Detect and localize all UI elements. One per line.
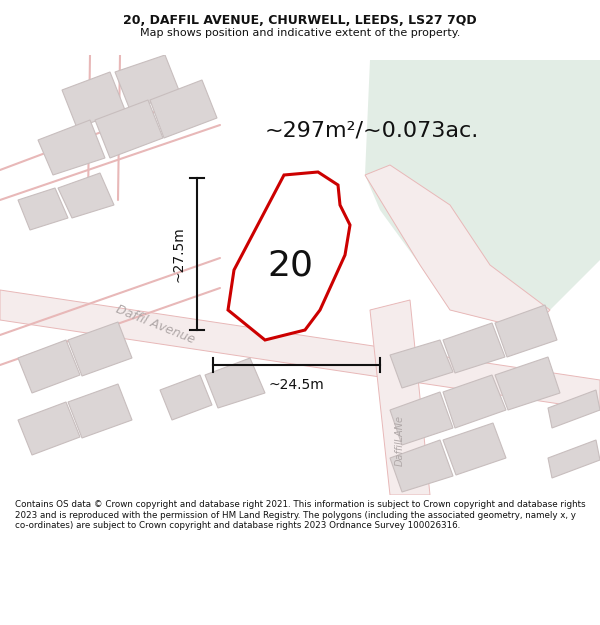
- Polygon shape: [390, 340, 453, 388]
- Polygon shape: [365, 165, 550, 330]
- Polygon shape: [205, 358, 265, 408]
- Text: ~297m²/~0.073ac.: ~297m²/~0.073ac.: [265, 120, 479, 140]
- Polygon shape: [18, 402, 80, 455]
- Polygon shape: [68, 384, 132, 438]
- Polygon shape: [58, 173, 114, 218]
- Polygon shape: [370, 300, 430, 495]
- Polygon shape: [548, 440, 600, 478]
- Polygon shape: [62, 72, 125, 128]
- Polygon shape: [443, 375, 506, 428]
- Polygon shape: [443, 323, 505, 373]
- Text: Map shows position and indicative extent of the property.: Map shows position and indicative extent…: [140, 29, 460, 39]
- Polygon shape: [150, 80, 217, 138]
- Text: DaffilLANe: DaffilLANe: [395, 414, 405, 466]
- Polygon shape: [443, 423, 506, 475]
- Polygon shape: [495, 357, 560, 410]
- Polygon shape: [95, 100, 163, 158]
- Polygon shape: [228, 172, 350, 340]
- Polygon shape: [0, 290, 600, 410]
- Text: ~24.5m: ~24.5m: [269, 378, 325, 392]
- Polygon shape: [115, 55, 180, 110]
- Text: ~27.5m: ~27.5m: [172, 226, 186, 282]
- Polygon shape: [18, 188, 68, 230]
- Text: Daffil Avenue: Daffil Avenue: [113, 303, 196, 347]
- Polygon shape: [495, 305, 557, 357]
- Polygon shape: [160, 375, 212, 420]
- Polygon shape: [365, 60, 600, 330]
- Polygon shape: [18, 340, 80, 393]
- Polygon shape: [68, 322, 132, 376]
- Polygon shape: [38, 120, 105, 175]
- Text: 20: 20: [267, 248, 313, 282]
- Text: 20, DAFFIL AVENUE, CHURWELL, LEEDS, LS27 7QD: 20, DAFFIL AVENUE, CHURWELL, LEEDS, LS27…: [123, 14, 477, 27]
- Text: Contains OS data © Crown copyright and database right 2021. This information is : Contains OS data © Crown copyright and d…: [15, 500, 586, 530]
- Polygon shape: [390, 392, 453, 445]
- Polygon shape: [548, 390, 600, 428]
- Polygon shape: [390, 440, 453, 492]
